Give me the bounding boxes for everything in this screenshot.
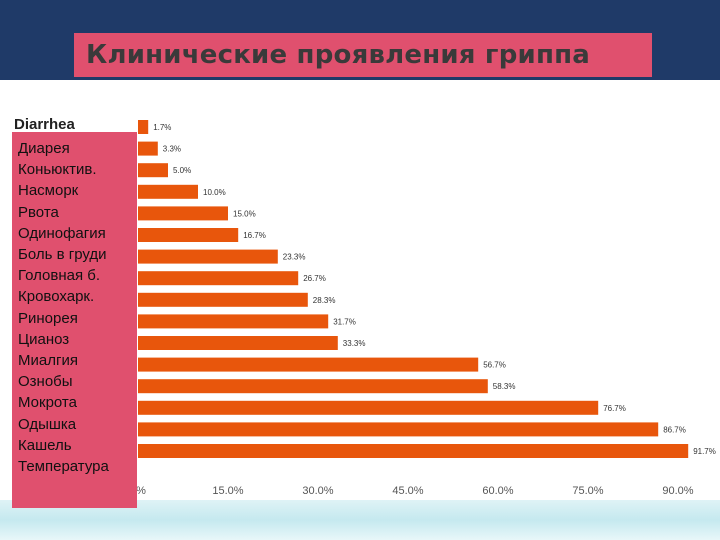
bar-value-label: 28.3%: [313, 296, 336, 305]
category-label-panel: Диарея Коньюктив. Насморк Рвота Одинофагия Бо…: [12, 132, 137, 508]
category-label: Насморк: [18, 182, 79, 200]
page-title: Клинические проявления гриппа: [86, 40, 591, 70]
category-label-list: Диарея Коньюктив. Насморк Рвота Одинофагия Бо…: [12, 132, 137, 477]
bar-4: [138, 184, 198, 199]
category-label: Кровохарк.: [18, 288, 95, 306]
x-tick-label: 75.0%: [572, 485, 603, 497]
bar-value-label: 3.3%: [163, 145, 181, 154]
category-label: Головная б.: [18, 267, 101, 285]
bar-value-label: 86.7%: [663, 425, 686, 434]
bar-5: [138, 206, 228, 221]
bars-group: [138, 120, 689, 458]
bar-6: [138, 228, 239, 242]
bar-value-label: 33.3%: [343, 339, 366, 348]
bar-14: [138, 400, 599, 415]
bar-3: [138, 163, 168, 178]
bar-value-label: 16.7%: [243, 231, 266, 240]
bar-16: [138, 444, 689, 458]
category-label: Ринорея: [18, 309, 78, 327]
bar-8: [138, 271, 299, 286]
bar-value-label: 76.7%: [603, 404, 626, 413]
category-label: Коньюктив.: [18, 161, 97, 179]
bar-2: [138, 141, 158, 156]
category-label: Миалгия: [18, 352, 78, 370]
category-label: Кашель: [18, 436, 72, 454]
bar-value-label: 91.7%: [693, 447, 716, 456]
bar-value-label: 10.0%: [203, 188, 226, 197]
bar-9: [138, 292, 308, 307]
category-label: Одышка: [18, 415, 77, 433]
category-label: Рвота: [18, 203, 59, 221]
x-tick-label: 60.0%: [482, 485, 513, 497]
x-tick-label: 90.0%: [662, 485, 693, 497]
partial-category-label: Diarrhea: [14, 116, 75, 133]
bar-value-label: 58.3%: [493, 382, 516, 391]
category-label: Ознобы: [18, 373, 73, 391]
bar-10: [138, 314, 329, 329]
bar-value-label: 23.3%: [283, 253, 306, 262]
bar-value-label: 1.7%: [153, 123, 171, 132]
category-label: Цианоз: [18, 330, 70, 348]
x-axis-ticks: 0% 15.0% 30.0% 45.0% 60.0% 75.0% 90.0%: [130, 485, 694, 497]
bar-13: [138, 379, 488, 394]
x-tick-label: 15.0%: [212, 485, 243, 497]
category-label: Одинофагия: [18, 224, 106, 242]
bar-value-label: 5.0%: [173, 166, 191, 175]
category-label: Температура: [18, 458, 109, 476]
bar-value-label: 26.7%: [303, 274, 326, 283]
category-label: Мокрота: [18, 394, 77, 412]
category-label: Диарея: [18, 140, 70, 157]
bar-7: [138, 249, 278, 264]
category-label: Боль в груди: [18, 246, 107, 264]
bar-12: [138, 357, 479, 372]
bar-value-label: 15.0%: [233, 209, 256, 218]
x-tick-label: 30.0%: [302, 485, 333, 497]
bar-value-label: 31.7%: [333, 317, 356, 326]
x-tick-label: 45.0%: [392, 485, 423, 497]
bar-11: [138, 336, 338, 350]
bar-value-label: 56.7%: [483, 361, 506, 370]
bar-1: [138, 120, 149, 134]
title-box: Клинические проявления гриппа: [74, 33, 652, 77]
bar-value-labels: 1.7% 3.3% 5.0% 10.0% 15.0% 16.7% 23.3% 26.7% 28.…: [153, 123, 716, 456]
bar-15: [138, 422, 659, 437]
